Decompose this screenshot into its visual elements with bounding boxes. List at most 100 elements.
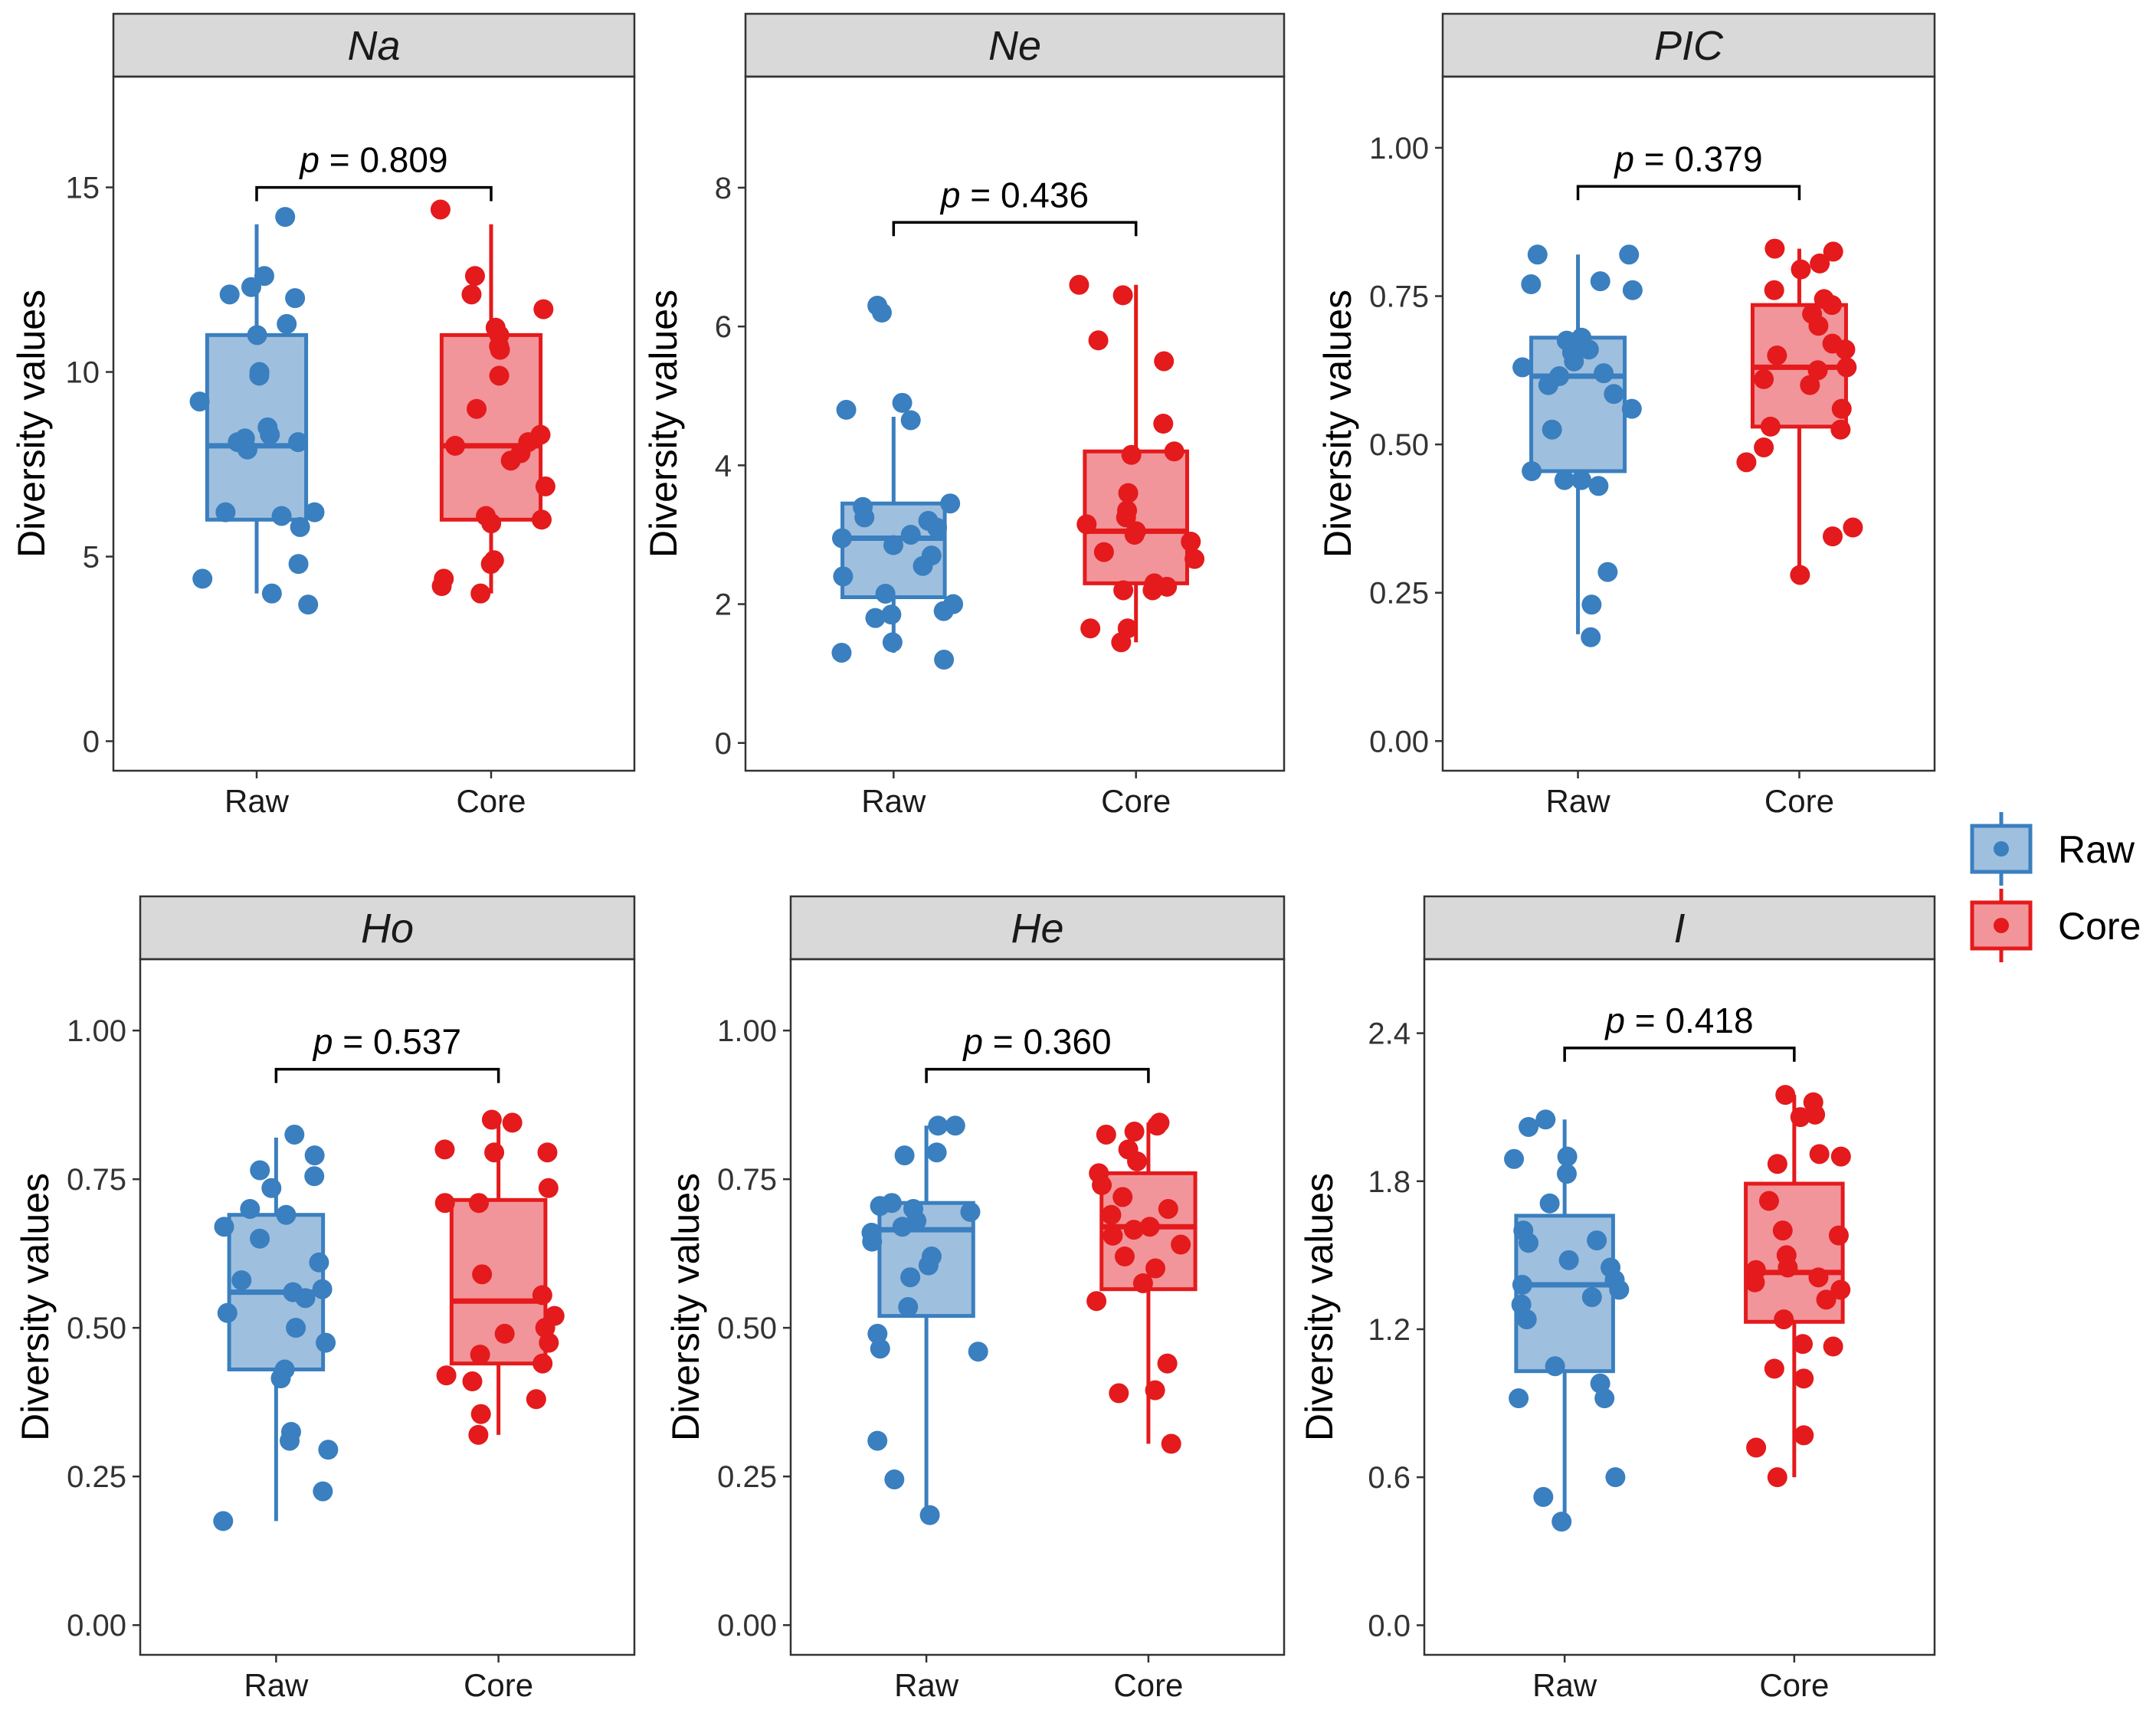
data-point-core — [1121, 444, 1142, 465]
legend-core-label: Core — [2058, 905, 2141, 948]
data-point-raw — [241, 277, 261, 297]
panel-frame — [1423, 958, 1936, 1656]
facet-panels: Na 0 5 10 15 Diversity values Raw Core p = 0.809… — [10, 12, 1936, 1703]
x-tick-label: Core — [1764, 783, 1834, 819]
y-tick-label: 0.50 — [717, 1312, 777, 1345]
p-value-label: p = 0.418 — [1604, 1001, 1753, 1040]
data-point-core — [1794, 1425, 1814, 1446]
data-point-core — [1086, 1291, 1107, 1312]
data-point-raw — [192, 568, 213, 589]
facet-strip — [1441, 12, 1936, 78]
y-tick-label: 6 — [715, 310, 732, 344]
panel-i: I 0.0 0.6 1.2 1.8 2.4 Diversity values Raw Core p… — [1298, 895, 1936, 1703]
data-point-raw — [1522, 460, 1542, 481]
y-tick-label: 0.75 — [67, 1163, 126, 1197]
data-point-raw — [884, 1469, 905, 1490]
data-point-core — [462, 1371, 483, 1392]
y-tick-label: 0.6 — [1368, 1461, 1411, 1495]
data-point-raw — [247, 325, 267, 346]
facet-title: I — [1673, 906, 1685, 952]
data-point-core — [470, 1345, 490, 1365]
data-point-raw — [1557, 1146, 1578, 1167]
data-point-raw — [1578, 339, 1599, 360]
panel-frame — [1441, 75, 1936, 772]
data-point-core — [526, 1389, 546, 1410]
data-point-raw — [1512, 1275, 1532, 1296]
data-point-core — [1139, 1217, 1160, 1237]
data-point-raw — [313, 1481, 333, 1502]
y-axis-label: Diversity values — [642, 290, 685, 558]
facet-strip — [789, 895, 1286, 961]
significance-bracket — [255, 185, 493, 201]
data-point-core — [1807, 360, 1828, 381]
data-point-core — [467, 398, 487, 419]
x-tick-label: Raw — [1546, 783, 1611, 819]
data-point-core — [1808, 316, 1829, 336]
data-point-core — [481, 513, 502, 534]
x-tick-label: Core — [1113, 1667, 1183, 1703]
p-value-label: p = 0.537 — [312, 1022, 461, 1062]
data-point-raw — [1594, 363, 1614, 384]
data-point-raw — [316, 1332, 336, 1353]
data-point-raw — [261, 583, 282, 604]
data-point-raw — [833, 566, 854, 587]
data-point-raw — [945, 1115, 965, 1136]
data-point-raw — [900, 524, 921, 545]
data-point-raw — [237, 439, 257, 460]
facet-title: PIC — [1654, 23, 1724, 69]
data-point-core — [1184, 549, 1205, 569]
data-point-core — [1758, 1191, 1779, 1211]
data-point-raw — [286, 1318, 306, 1338]
x-tick-label: Raw — [244, 1667, 309, 1703]
data-point-raw — [215, 502, 236, 522]
data-point-raw — [894, 1145, 915, 1166]
data-point-core — [1112, 1187, 1133, 1207]
data-point-raw — [1590, 271, 1610, 292]
x-tick-label: Core — [1101, 783, 1171, 819]
data-point-raw — [836, 399, 857, 420]
data-point-core — [1823, 241, 1843, 262]
data-point-core — [1096, 1124, 1116, 1145]
data-point-raw — [288, 432, 309, 453]
data-point-core — [1767, 345, 1787, 365]
p-value-label: p = 0.379 — [1613, 139, 1762, 179]
data-point-raw — [217, 1302, 238, 1323]
data-point-raw — [213, 1511, 234, 1531]
p-value-label: p = 0.360 — [962, 1022, 1111, 1062]
data-point-core — [445, 435, 466, 456]
panel-frame — [139, 958, 636, 1656]
data-point-raw — [298, 595, 319, 615]
data-point-core — [1805, 1104, 1826, 1125]
y-tick-label: 1.00 — [1369, 132, 1429, 165]
data-point-core — [1794, 1368, 1814, 1389]
data-point-raw — [295, 1288, 316, 1309]
data-point-raw — [1509, 1388, 1529, 1409]
facet-strip — [112, 12, 636, 78]
data-point-raw — [1516, 1309, 1537, 1330]
data-point-raw — [1594, 1388, 1615, 1409]
panel-frame — [112, 75, 636, 772]
data-point-core — [1132, 1273, 1153, 1293]
data-point-raw — [1519, 1233, 1539, 1253]
data-point-core — [1124, 524, 1145, 545]
significance-bracket — [274, 1067, 500, 1083]
data-point-raw — [240, 1198, 260, 1219]
data-point-core — [1793, 1334, 1814, 1355]
data-point-core — [1837, 357, 1857, 378]
data-point-raw — [960, 1201, 981, 1222]
data-point-raw — [288, 554, 309, 575]
data-point-core — [1767, 1154, 1787, 1174]
y-tick-label: 8 — [715, 172, 732, 205]
data-point-raw — [900, 1267, 921, 1288]
data-point-core — [1114, 1246, 1135, 1267]
x-tick-label: Core — [1759, 1667, 1829, 1703]
data-point-raw — [1556, 1164, 1577, 1184]
data-point-core — [1790, 1107, 1810, 1128]
data-point-core — [1828, 1225, 1849, 1246]
data-point-core — [1145, 1258, 1166, 1279]
data-point-raw — [1621, 398, 1642, 419]
facet-title: Ho — [361, 906, 414, 952]
y-tick-label: 0 — [715, 727, 732, 761]
data-point-core — [434, 1139, 455, 1160]
data-point-core — [1080, 618, 1101, 639]
